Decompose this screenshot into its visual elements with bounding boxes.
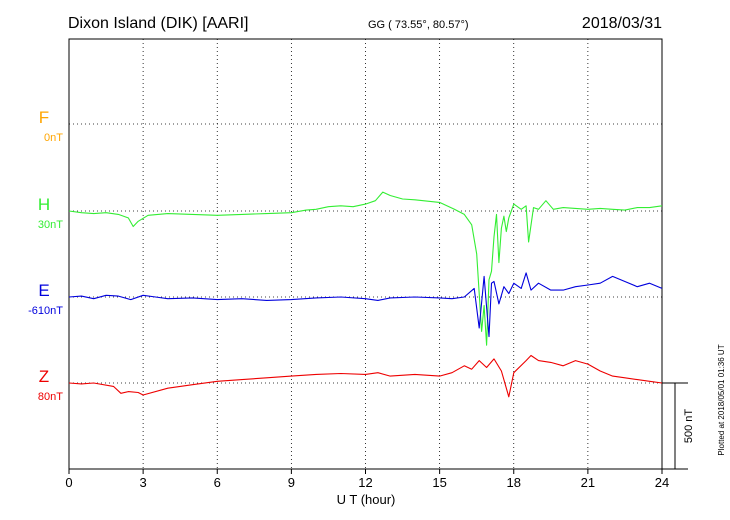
series-offset-E: -610nT bbox=[28, 305, 63, 317]
series-offset-H: 30nT bbox=[38, 219, 63, 231]
series-offset-F: 0nT bbox=[44, 132, 63, 144]
x-tick-label: 3 bbox=[140, 475, 147, 490]
x-tick-label: 12 bbox=[358, 475, 372, 490]
series-baselines bbox=[69, 123, 662, 384]
scale-bar-label: 500 nT bbox=[683, 409, 695, 444]
series-name-E: E bbox=[38, 281, 49, 300]
series-labels: F 0nT H 30nT E -610nT Z 80nT bbox=[28, 108, 63, 403]
x-tick-label: 15 bbox=[432, 475, 446, 490]
scale-bar bbox=[662, 382, 688, 470]
x-tick-label: 9 bbox=[288, 475, 295, 490]
x-tick-label: 21 bbox=[581, 475, 595, 490]
series-line-E bbox=[68, 272, 663, 338]
x-tick-label: 24 bbox=[655, 475, 669, 490]
station-title: Dixon Island (DIK) [AARI] bbox=[68, 15, 249, 32]
series-name-F: F bbox=[39, 108, 49, 127]
date-label: 2018/03/31 bbox=[582, 15, 662, 32]
x-axis-ticks: 0 3 6 9 12 15 18 21 24 bbox=[65, 469, 669, 490]
series-name-H: H bbox=[38, 195, 50, 214]
series-line-Z bbox=[68, 354, 663, 398]
grid-lines bbox=[142, 39, 589, 469]
series-name-Z: Z bbox=[39, 367, 49, 386]
coordinates-label: GG ( 73.55°, 80.57°) bbox=[368, 19, 469, 31]
x-tick-label: 0 bbox=[65, 475, 72, 490]
plotted-timestamp: Plotted at 2018/05/01 01:36 UT bbox=[717, 344, 726, 455]
series-offset-Z: 80nT bbox=[38, 391, 63, 403]
series-group bbox=[68, 191, 663, 398]
x-axis-label: U T (hour) bbox=[337, 492, 396, 507]
x-tick-label: 6 bbox=[214, 475, 221, 490]
series-line-H bbox=[68, 191, 663, 346]
x-tick-label: 18 bbox=[507, 475, 521, 490]
